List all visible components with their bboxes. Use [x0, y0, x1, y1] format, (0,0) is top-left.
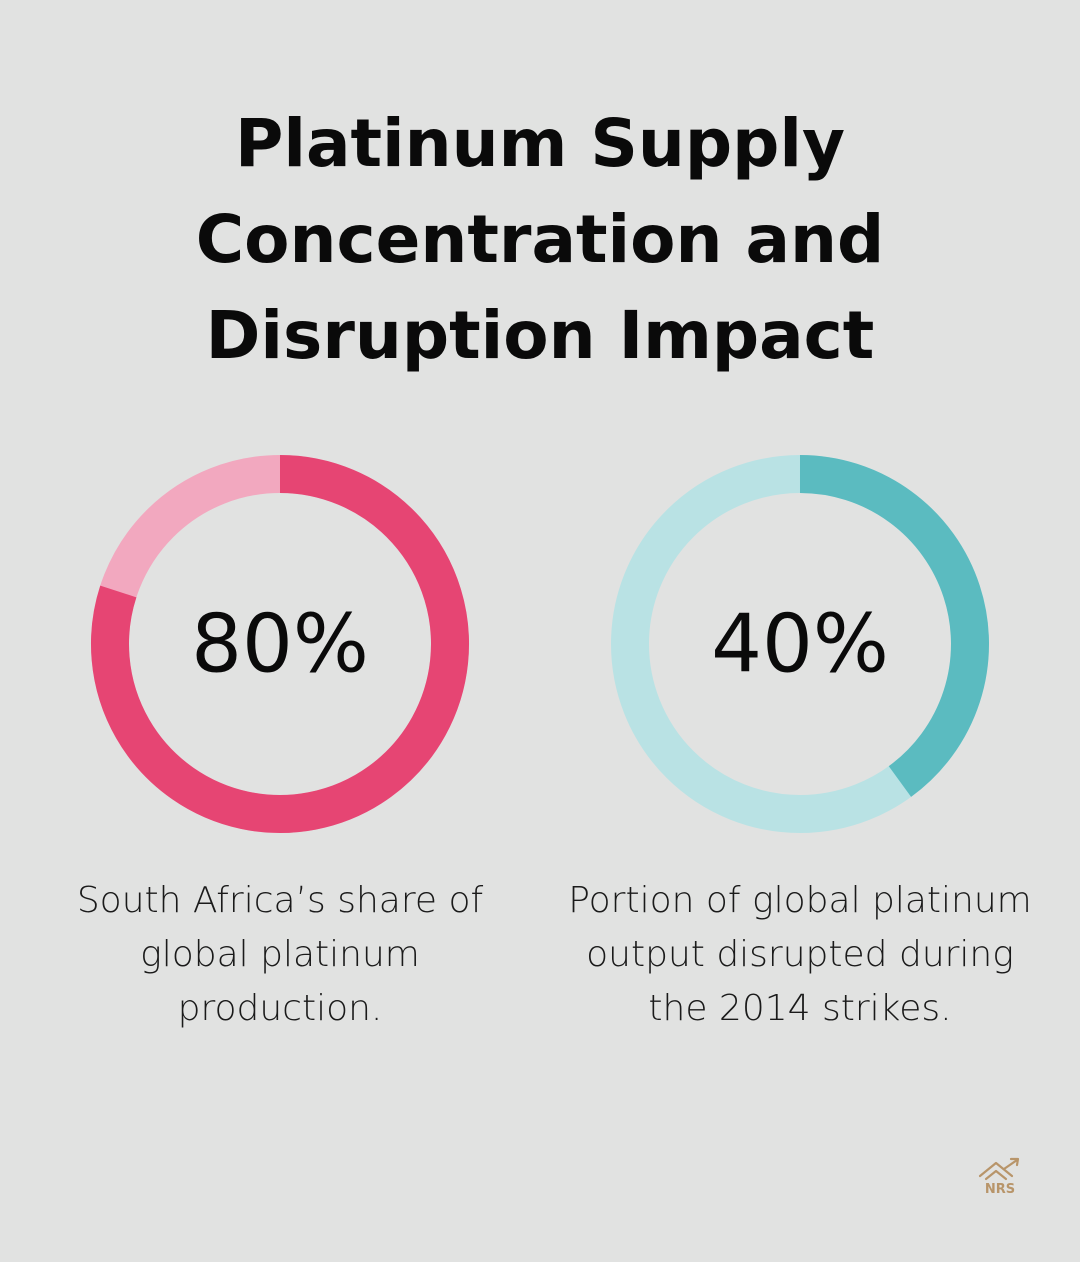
house-with-rising-arrow-icon [978, 1157, 1020, 1181]
stat-description: South Africa’s share of global platinum … [76, 880, 484, 1029]
title-line: Concentration and [195, 201, 885, 278]
logo-text: NRS [984, 1182, 1016, 1197]
stat-card-strike-disruption: 40% Portion of global platinum output di… [560, 454, 1040, 1036]
stat-card-south-africa-share: 80% South Africa’s share of global plati… [40, 454, 520, 1036]
donut-percentage-label: 80% [191, 598, 369, 691]
title-line: Platinum Supply [234, 105, 846, 182]
donut-chart: 40% [611, 455, 989, 833]
nrs-logo: NRS [970, 1156, 1030, 1202]
page-title: Platinum Supply Concentration and Disrup… [0, 96, 1080, 384]
donut-percentage-label: 40% [711, 598, 889, 691]
title-line: Disruption Impact [205, 297, 875, 374]
stat-description: Portion of global platinum output disrup… [568, 880, 1032, 1029]
donut-value-arc [799, 455, 989, 797]
donut-value-arc [91, 455, 469, 833]
donut-chart: 80% [91, 455, 469, 833]
